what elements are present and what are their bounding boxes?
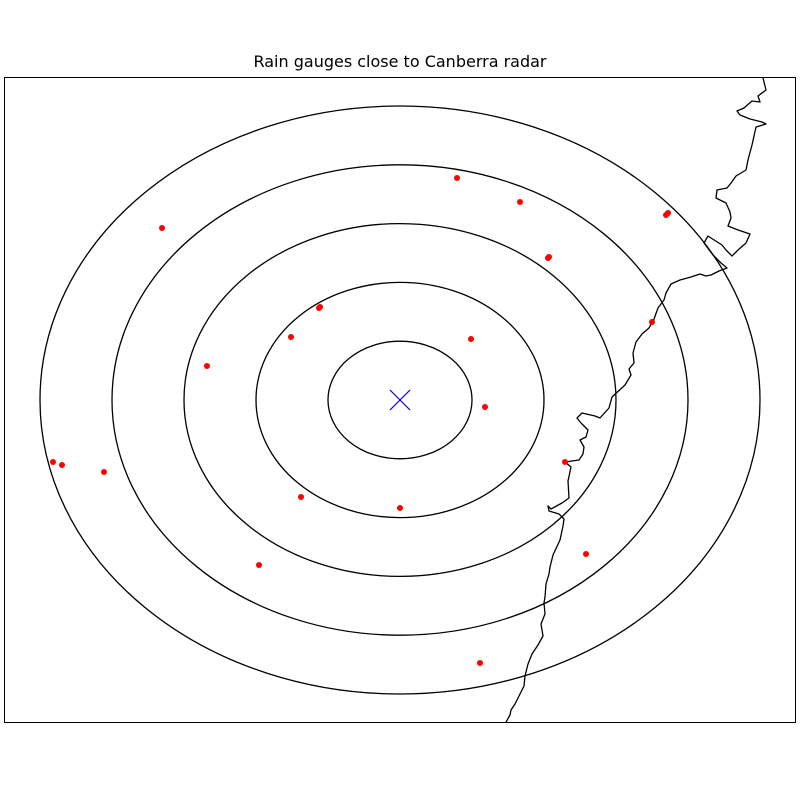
rain-gauge-point bbox=[298, 494, 304, 500]
rain-gauge-point bbox=[159, 225, 165, 231]
radar-location-marker bbox=[389, 389, 411, 411]
rain-gauge-point bbox=[562, 459, 568, 465]
rain-gauge-point bbox=[204, 363, 210, 369]
gauge-points bbox=[50, 175, 671, 666]
rain-gauge-point bbox=[583, 551, 589, 557]
range-rings bbox=[39, 105, 761, 695]
rain-gauge-point bbox=[288, 334, 294, 340]
rain-gauge-point bbox=[50, 459, 56, 465]
rain-gauge-point bbox=[663, 212, 669, 218]
rain-gauge-point bbox=[397, 505, 403, 511]
rain-gauge-point bbox=[477, 660, 483, 666]
rain-gauge-point bbox=[545, 255, 551, 261]
rain-gauge-point bbox=[59, 462, 65, 468]
range-ring-1 bbox=[327, 340, 473, 460]
range-ring-3 bbox=[183, 222, 617, 578]
rain-gauge-point bbox=[256, 562, 262, 568]
rain-gauge-point bbox=[517, 199, 523, 205]
range-ring-5 bbox=[39, 105, 761, 695]
range-ring-2 bbox=[255, 281, 545, 519]
coastline-group bbox=[505, 78, 767, 722]
rain-gauge-point bbox=[482, 404, 488, 410]
rain-gauge-point bbox=[454, 175, 460, 181]
rain-gauge-point bbox=[649, 319, 655, 325]
chart-title: Rain gauges close to Canberra radar bbox=[253, 52, 547, 71]
rain-gauge-point bbox=[101, 469, 107, 475]
map-frame bbox=[4, 77, 796, 723]
range-ring-4 bbox=[111, 164, 689, 636]
coastline bbox=[505, 78, 767, 722]
radar-x-icon bbox=[389, 389, 411, 411]
rain-gauge-point bbox=[468, 336, 474, 342]
rain-gauge-point bbox=[317, 304, 323, 310]
